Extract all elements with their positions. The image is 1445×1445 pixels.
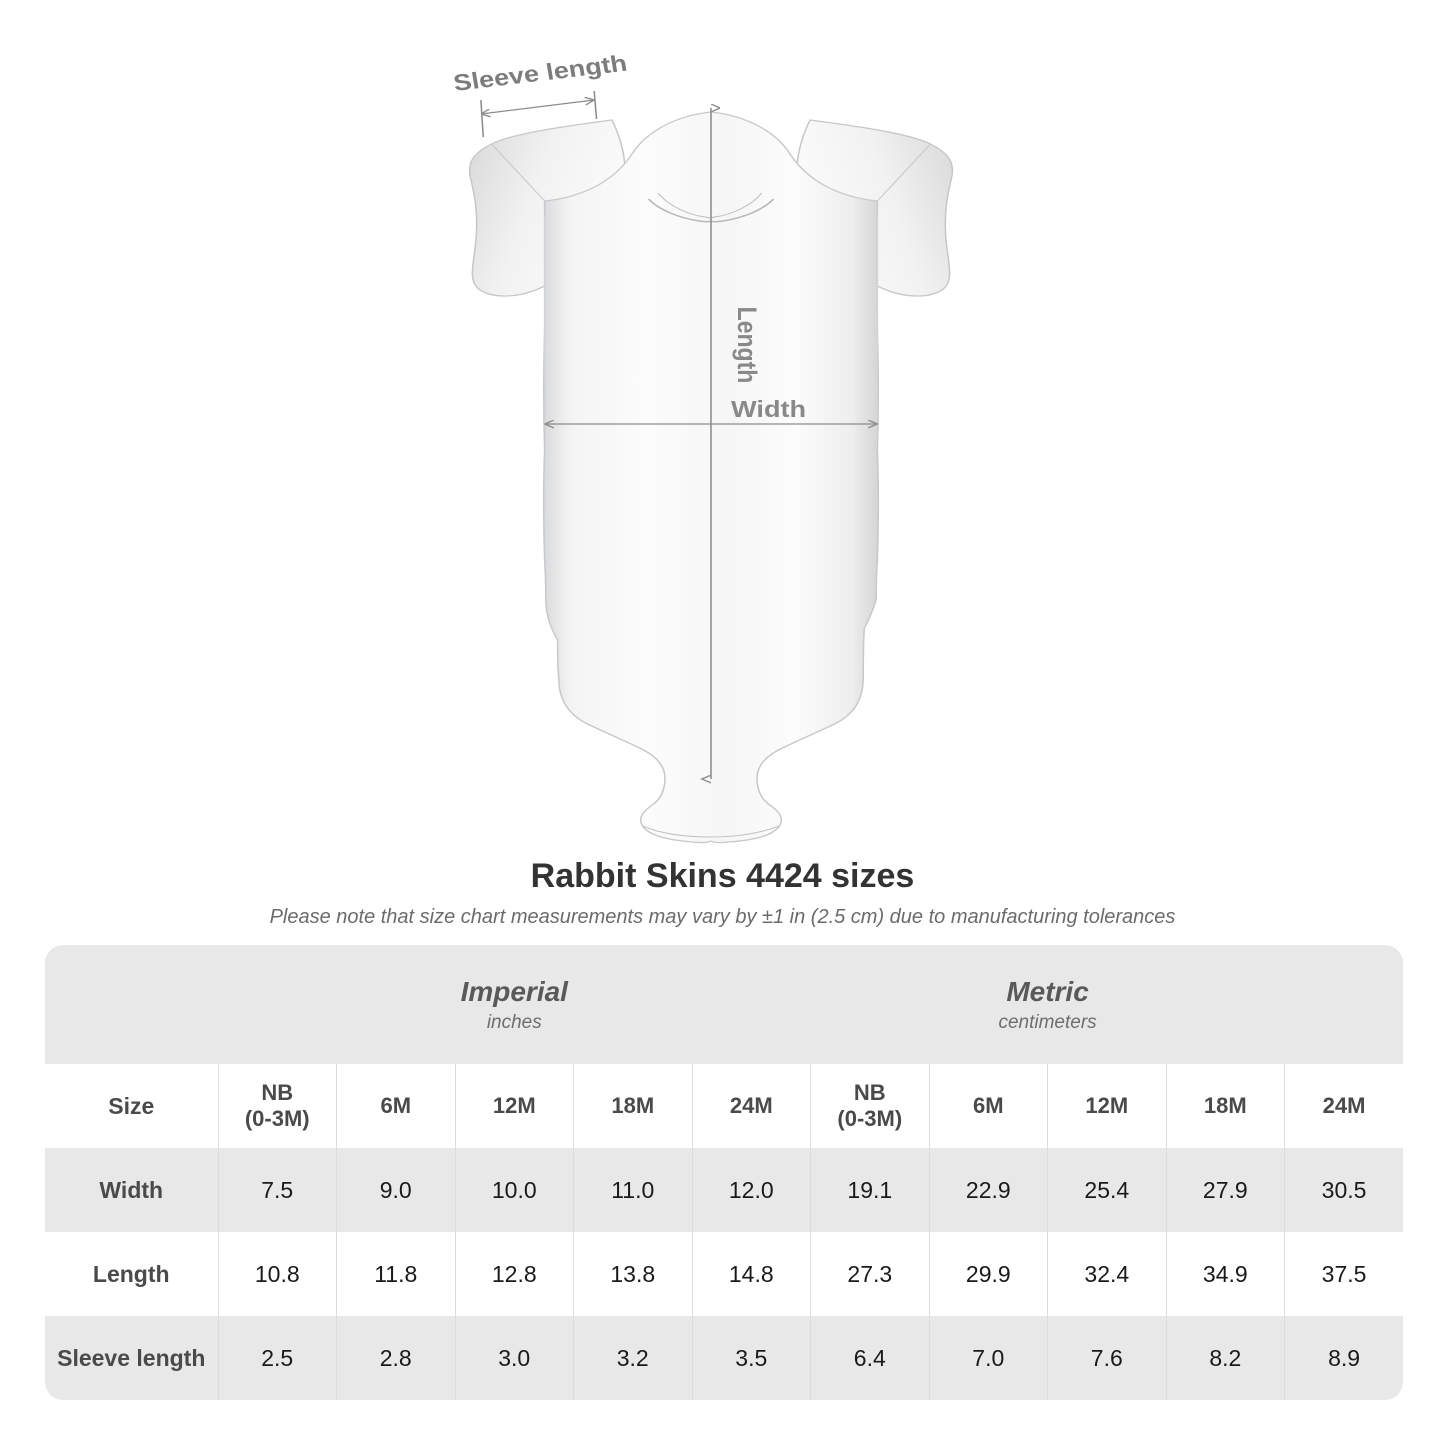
svg-text:Width: Width [731, 397, 806, 423]
svg-text:Sleeve length: Sleeve length [452, 50, 629, 96]
svg-text:Length: Length [732, 307, 762, 384]
